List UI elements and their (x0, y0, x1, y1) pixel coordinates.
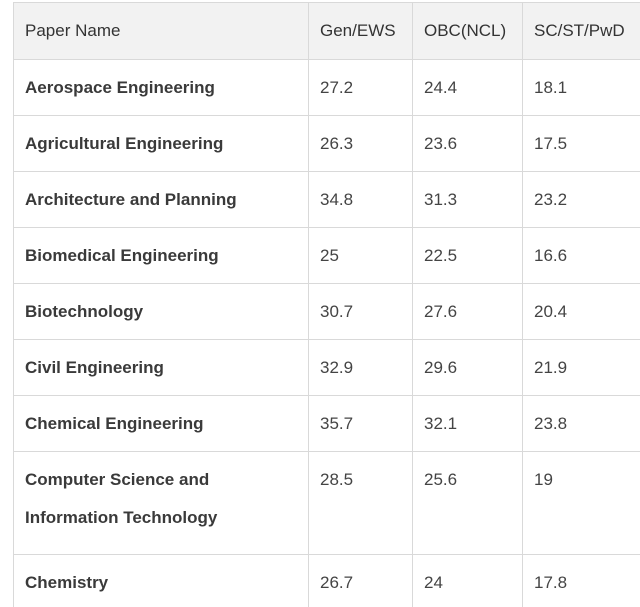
gen-ews-cell: 35.7 (308, 395, 413, 452)
header-row: Paper Name Gen/EWS OBC(NCL) SC/ST/PwD (13, 2, 640, 60)
cutoff-table: Paper Name Gen/EWS OBC(NCL) SC/ST/PwD Ae… (13, 2, 640, 607)
paper-name-cell: Chemical Engineering (13, 395, 309, 452)
paper-name-cell: Agricultural Engineering (13, 115, 309, 172)
table-row: Agricultural Engineering 26.3 23.6 17.5 (13, 115, 640, 172)
sc-st-pwd-cell: 19 (522, 451, 640, 555)
paper-name-cell: Biomedical Engineering (13, 227, 309, 284)
obc-ncl-cell: 25.6 (412, 451, 523, 555)
table-row: Architecture and Planning 34.8 31.3 23.2 (13, 171, 640, 228)
obc-ncl-cell: 23.6 (412, 115, 523, 172)
obc-ncl-cell: 22.5 (412, 227, 523, 284)
obc-ncl-cell: 24.4 (412, 59, 523, 116)
table-row: Civil Engineering 32.9 29.6 21.9 (13, 339, 640, 396)
obc-ncl-cell: 29.6 (412, 339, 523, 396)
obc-ncl-cell: 32.1 (412, 395, 523, 452)
paper-name-cell: Civil Engineering (13, 339, 309, 396)
table-row: Aerospace Engineering 27.2 24.4 18.1 (13, 59, 640, 116)
paper-name-cell: Chemistry (13, 554, 309, 607)
gen-ews-cell: 26.7 (308, 554, 413, 607)
gen-ews-cell: 30.7 (308, 283, 413, 340)
obc-ncl-cell: 27.6 (412, 283, 523, 340)
paper-name-cell: Aerospace Engineering (13, 59, 309, 116)
gen-ews-cell: 28.5 (308, 451, 413, 555)
obc-ncl-cell: 31.3 (412, 171, 523, 228)
table-row: Computer Science and Information Technol… (13, 451, 640, 555)
sc-st-pwd-cell: 20.4 (522, 283, 640, 340)
sc-st-pwd-cell: 17.8 (522, 554, 640, 607)
header-obc-ncl: OBC(NCL) (412, 2, 523, 60)
table-row: Chemical Engineering 35.7 32.1 23.8 (13, 395, 640, 452)
gen-ews-cell: 32.9 (308, 339, 413, 396)
table-row: Chemistry 26.7 24 17.8 (13, 554, 640, 607)
gen-ews-cell: 26.3 (308, 115, 413, 172)
table-body: Aerospace Engineering 27.2 24.4 18.1 Agr… (13, 59, 640, 607)
paper-name-cell: Computer Science and Information Technol… (13, 451, 309, 555)
sc-st-pwd-cell: 21.9 (522, 339, 640, 396)
gen-ews-cell: 27.2 (308, 59, 413, 116)
sc-st-pwd-cell: 18.1 (522, 59, 640, 116)
sc-st-pwd-cell: 17.5 (522, 115, 640, 172)
header-paper-name: Paper Name (13, 2, 309, 60)
sc-st-pwd-cell: 23.8 (522, 395, 640, 452)
header-sc-st-pwd: SC/ST/PwD (522, 2, 640, 60)
sc-st-pwd-cell: 16.6 (522, 227, 640, 284)
table-header: Paper Name Gen/EWS OBC(NCL) SC/ST/PwD (13, 2, 640, 60)
table-row: Biotechnology 30.7 27.6 20.4 (13, 283, 640, 340)
header-gen-ews: Gen/EWS (308, 2, 413, 60)
paper-name-cell: Architecture and Planning (13, 171, 309, 228)
gen-ews-cell: 25 (308, 227, 413, 284)
table-row: Biomedical Engineering 25 22.5 16.6 (13, 227, 640, 284)
sc-st-pwd-cell: 23.2 (522, 171, 640, 228)
gen-ews-cell: 34.8 (308, 171, 413, 228)
obc-ncl-cell: 24 (412, 554, 523, 607)
paper-name-cell: Biotechnology (13, 283, 309, 340)
